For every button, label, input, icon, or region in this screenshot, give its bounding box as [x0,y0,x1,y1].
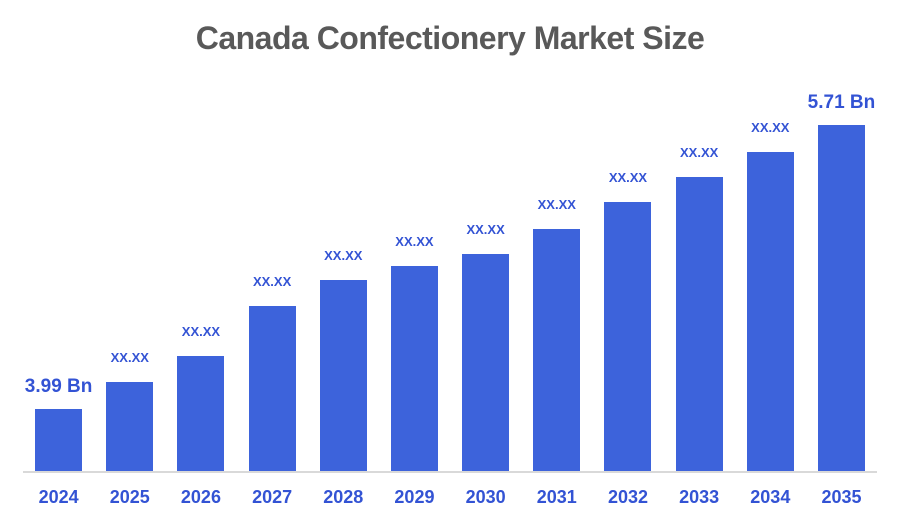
x-axis-label-2034: 2034 [750,487,791,507]
bar-value-label-2031: XX.XX [537,196,576,212]
chart-title: Canada Confectionery Market Size [195,20,705,56]
x-axis-label-2032: 2032 [607,487,648,507]
bar-column-2024: 3.99 Bn [23,376,94,473]
bar-column-2034: XX.XX [735,119,806,473]
bar-column-2030: XX.XX [450,221,521,473]
bar-2024 [35,409,83,473]
bar-value-label-2026: XX.XX [181,323,221,339]
bar-value-label-2029: XX.XX [395,233,434,249]
plot-area: 3.99 Bn XX.XX XX.XX XX.XX XX.XX XX.XX XX.XX XX.… [23,60,877,473]
bar-value-label-2034: XX.XX [751,119,790,135]
bar-2033 [675,177,723,473]
x-axis-label-2035: 2035 [821,487,862,507]
x-axis-label-2027: 2027 [252,487,293,507]
bar-value-label-2032: XX.XX [608,169,648,185]
bar-value-label-2035: 5.71 Bn [807,92,876,114]
bar-column-2032: XX.XX [592,169,663,473]
bar-column-2026: XX.XX [165,323,236,473]
bar-value-label-2033: XX.XX [679,144,719,160]
x-axis-label-2031: 2031 [536,487,577,507]
x-axis-line [23,471,877,473]
x-axis-label-2024: 2024 [38,487,79,507]
bar-2035 [817,125,865,473]
bar-2025 [106,382,154,473]
bar-2027 [248,306,296,473]
bar-value-label-2025: XX.XX [110,349,149,365]
bar-2032 [604,202,652,473]
bar-column-2029: XX.XX [379,233,450,473]
bar-2029 [390,266,438,473]
bar-2026 [177,356,225,473]
bar-column-2035: 5.71 Bn [806,92,877,473]
x-axis-label-2025: 2025 [109,487,150,507]
bar-column-2028: XX.XX [308,247,379,473]
bar-value-label-2027: XX.XX [252,273,292,289]
x-axis-label-2026: 2026 [180,487,221,507]
x-axis-label-2030: 2030 [465,487,506,507]
x-axis-labels: 2024 2025 2026 2027 2028 2029 2030 2031 2032 2033… [23,486,877,508]
bar-2031 [533,229,581,473]
bar-2028 [319,280,367,473]
bar-column-2031: XX.XX [521,196,592,473]
bar-value-label-2024: 3.99 Bn [24,376,93,398]
bar-column-2033: XX.XX [664,144,735,473]
x-axis-label-2028: 2028 [323,487,364,507]
bar-2030 [462,254,510,473]
bar-column-2025: XX.XX [94,349,165,473]
bar-value-label-2030: XX.XX [466,221,505,237]
bar-column-2027: XX.XX [237,273,308,473]
x-axis-label-2029: 2029 [394,487,435,507]
x-axis-label-2033: 2033 [679,487,720,507]
bar-value-label-2028: XX.XX [324,247,363,263]
bar-2034 [746,152,794,473]
